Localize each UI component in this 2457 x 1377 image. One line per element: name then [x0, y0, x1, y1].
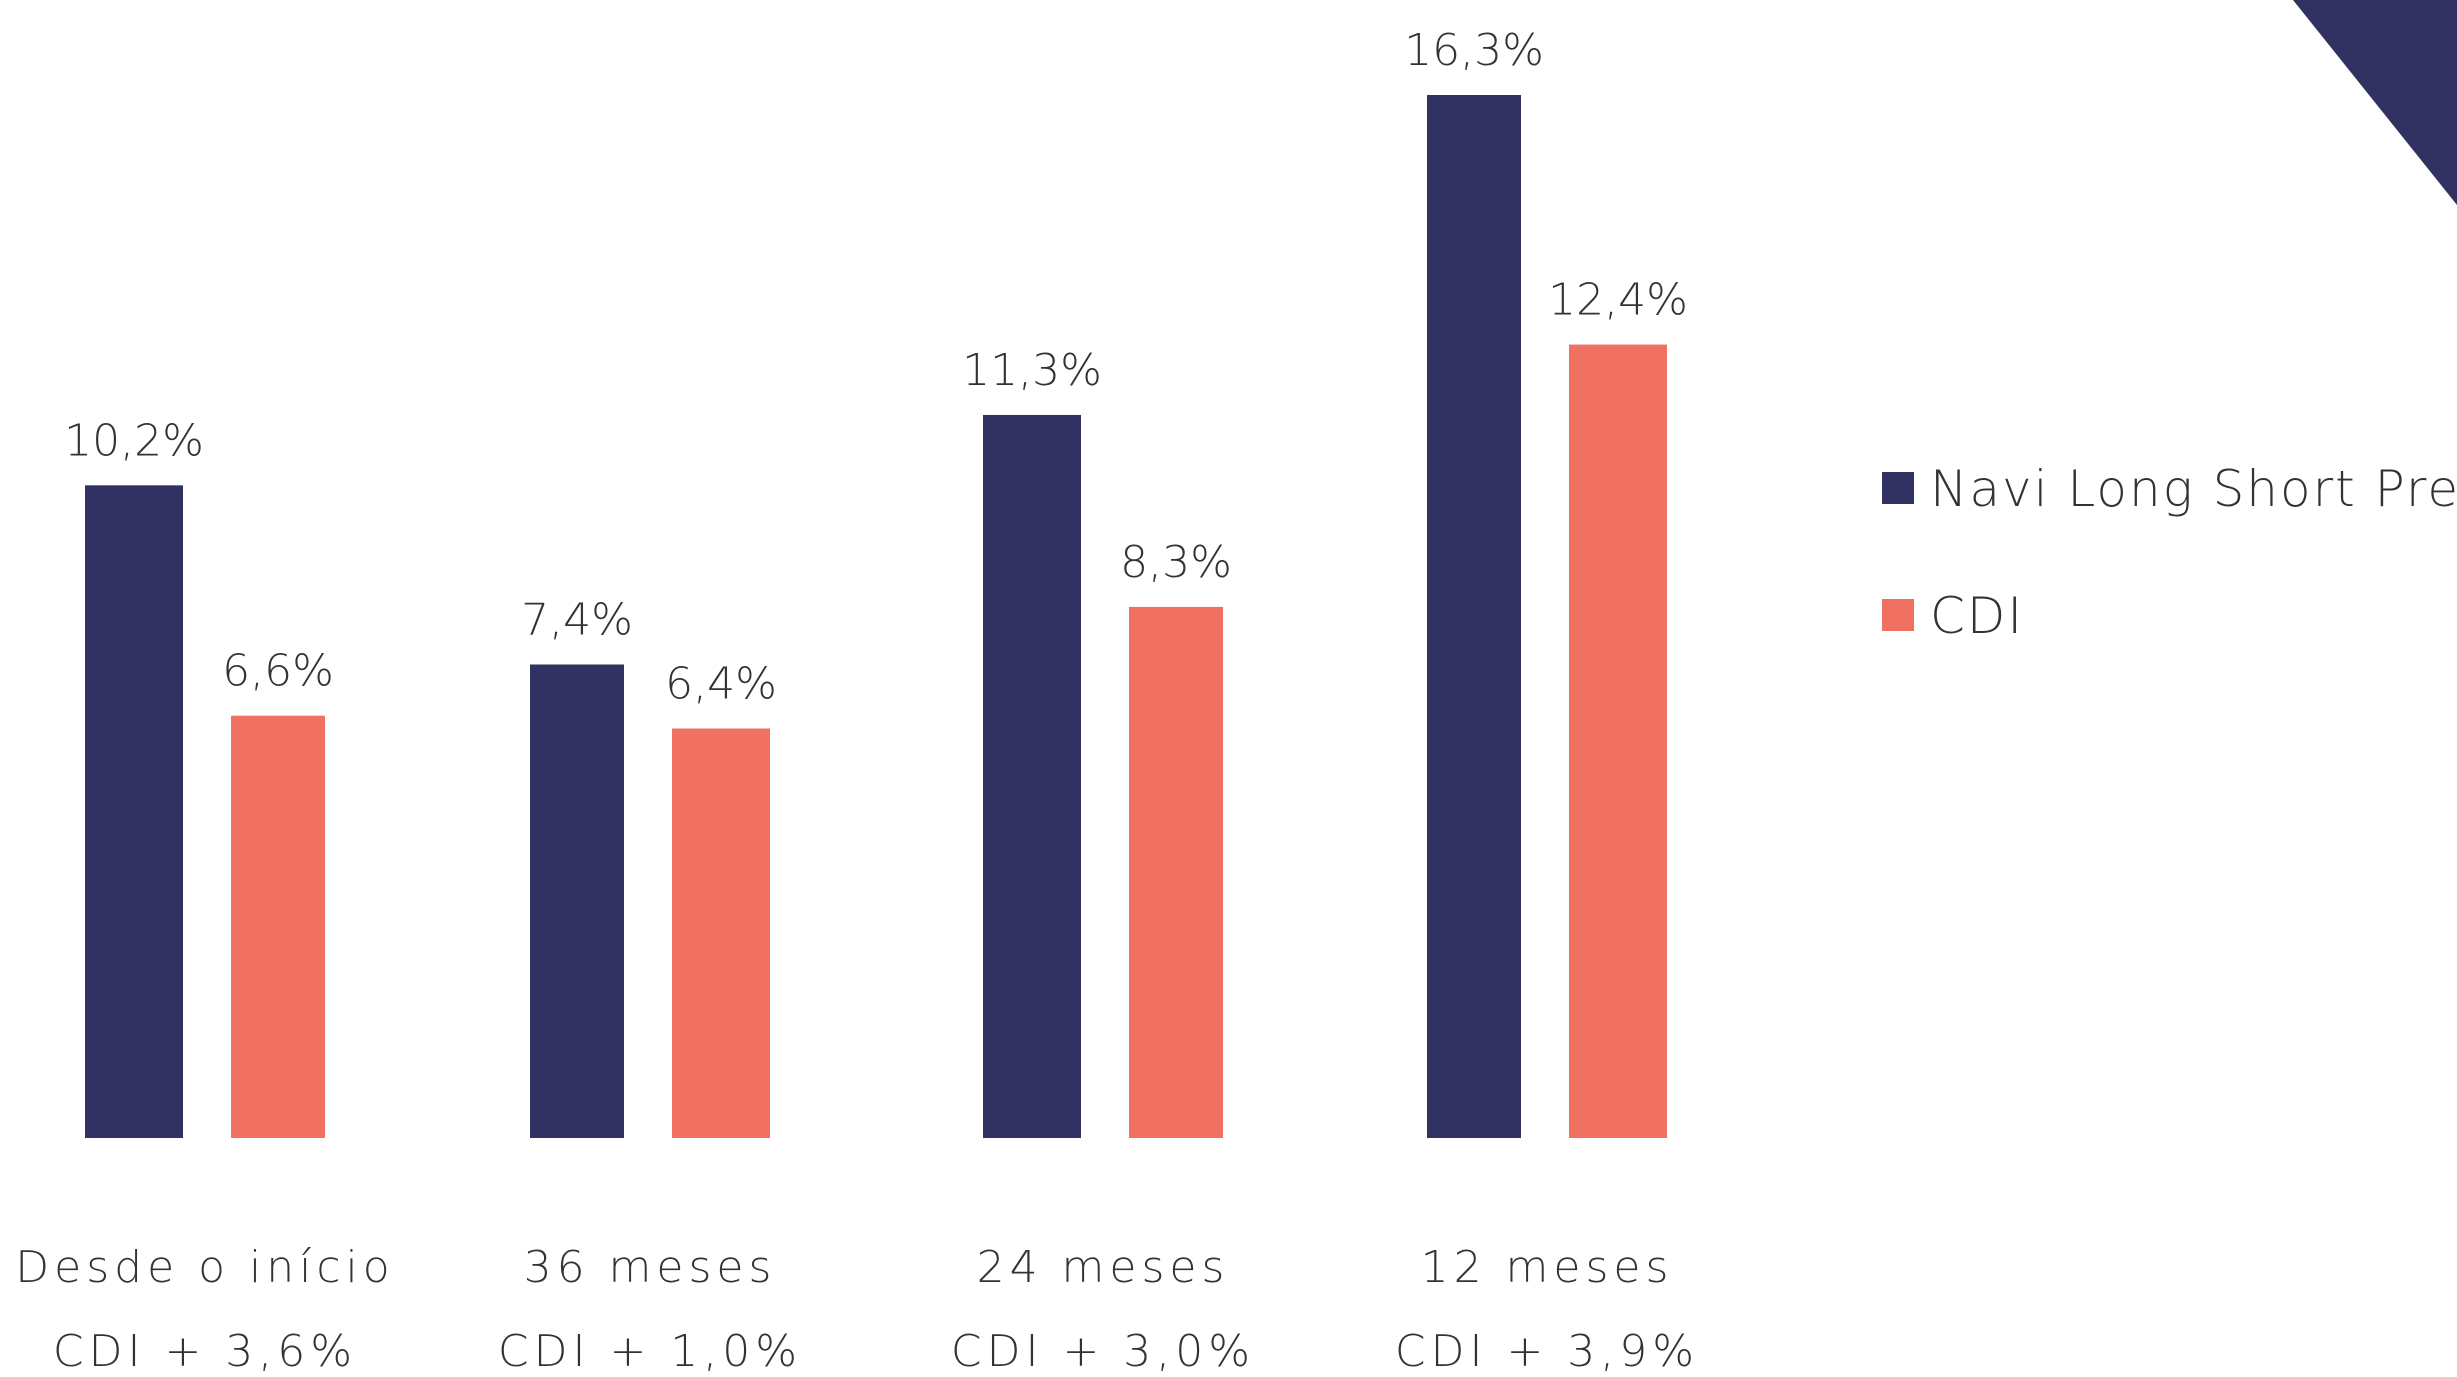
corner-decoration	[2293, 0, 2457, 205]
value-label-navi-3: 16,3%	[1404, 25, 1544, 76]
value-label-navi-1: 7,4%	[521, 594, 633, 645]
category-label-2: 24 meses	[977, 1242, 1230, 1293]
bar-navi-0	[85, 485, 183, 1138]
category-sublabel-2: CDI + 3,0%	[951, 1326, 1255, 1377]
legend-swatch-navi	[1882, 472, 1914, 504]
category-label-0: Desde o início	[15, 1242, 394, 1293]
legend-label-cdi: CDI	[1930, 587, 2024, 645]
legend-swatch-cdi	[1882, 599, 1914, 631]
bar-cdi-3	[1569, 344, 1667, 1139]
category-labels-layer: Desde o início CDI + 3,6% 36 meses CDI + 1,…	[15, 1242, 1699, 1377]
bar-cdi-0	[231, 715, 325, 1138]
corner-triangle	[2293, 0, 2457, 205]
category-sublabel-0: CDI + 3,6%	[53, 1326, 357, 1377]
value-label-cdi-3: 12,4%	[1548, 275, 1688, 326]
bar-navi-1	[530, 664, 624, 1138]
value-label-cdi-2: 8,3%	[1120, 537, 1232, 588]
bars-layer	[85, 95, 1667, 1139]
category-sublabel-1: CDI + 1,0%	[498, 1326, 802, 1377]
value-labels-layer: 10,2% 6,6% 7,4% 6,4% 11,3% 8,3% 16,3% 12,4%	[64, 25, 1688, 709]
bar-cdi-2	[1129, 606, 1223, 1138]
value-label-navi-2: 11,3%	[962, 345, 1102, 396]
bar-navi-3	[1427, 95, 1521, 1138]
bar-cdi-1	[672, 728, 770, 1138]
bar-navi-2	[983, 414, 1081, 1138]
legend-label-navi: Navi Long Short Prev	[1930, 460, 2457, 518]
category-sublabel-3: CDI + 3,9%	[1395, 1326, 1699, 1377]
category-label-3: 12 meses	[1421, 1242, 1674, 1293]
category-label-1: 36 meses	[524, 1242, 777, 1293]
value-label-navi-0: 10,2%	[64, 415, 204, 466]
value-label-cdi-0: 6,6%	[222, 646, 334, 697]
value-label-cdi-1: 6,4%	[665, 658, 777, 709]
legend: Navi Long Short Prev CDI	[1882, 460, 2457, 645]
